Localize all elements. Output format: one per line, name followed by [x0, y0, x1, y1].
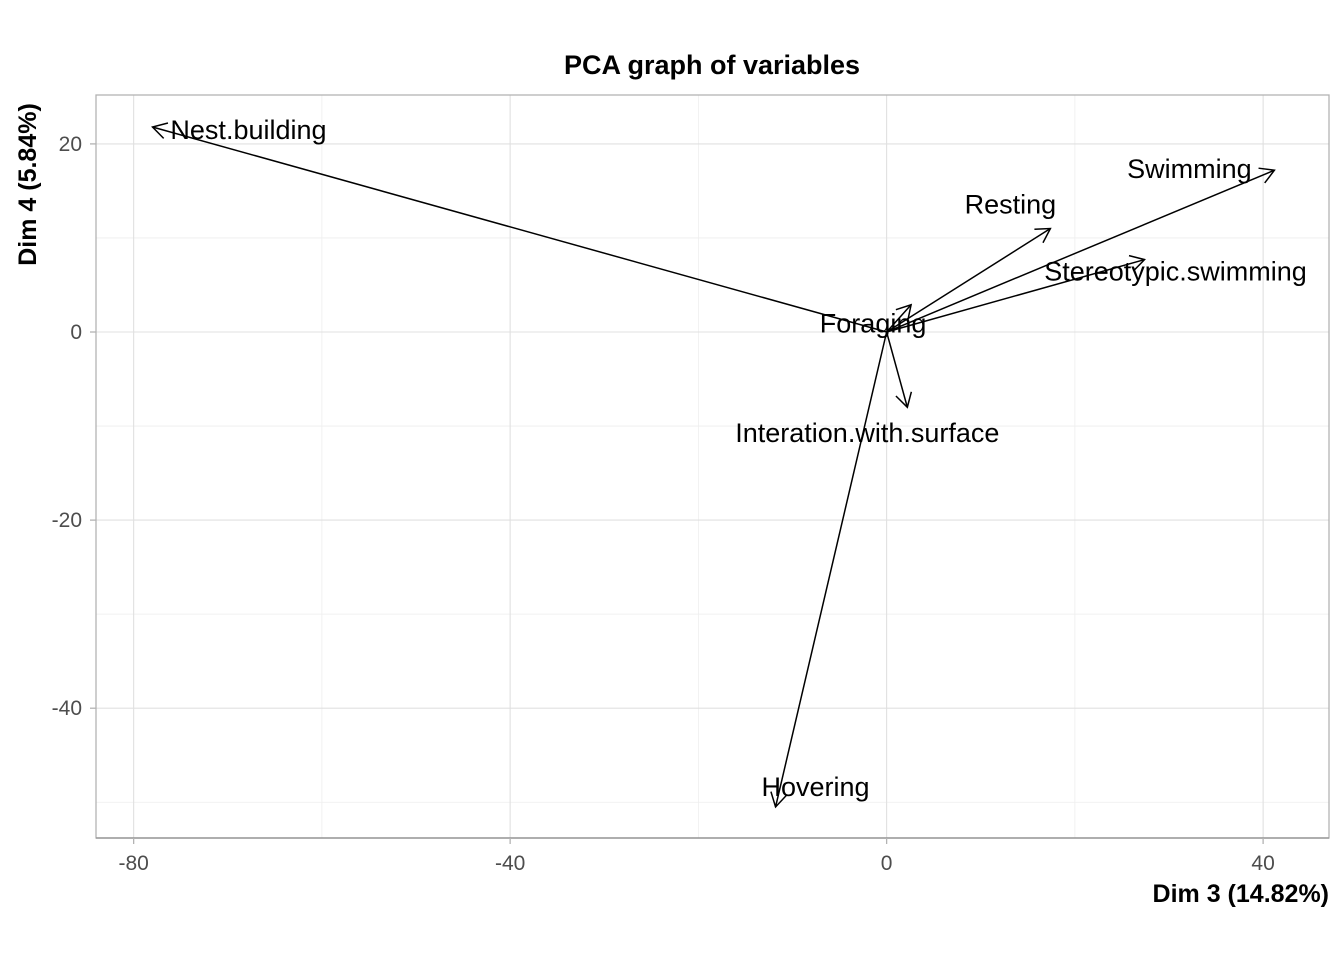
label-foraging: Foraging [820, 309, 927, 339]
x-tick-label: 0 [881, 852, 893, 875]
label-nest-building: Nest.building [170, 115, 326, 145]
y-tick-label: 0 [70, 321, 82, 344]
arrowhead-hovering [770, 791, 788, 809]
arrow-interation-with-surface [885, 331, 909, 408]
variable-arrows [151, 122, 1276, 809]
y-tick-label: -40 [52, 697, 82, 720]
arrowhead-foraging [895, 303, 913, 321]
chart-title: PCA graph of variables [564, 50, 860, 80]
y-tick-label: 20 [59, 133, 82, 156]
variable-labels: Nest.building Swimming Resting Stereotypic.… [170, 115, 1306, 802]
axes: -80 -40 0 40 -40 -20 0 20 [52, 133, 1329, 875]
arrow-stereotypic-swimming [886, 258, 1145, 333]
arrow-swimming [886, 169, 1275, 333]
arrowhead-resting [1034, 227, 1052, 244]
panel-border [95, 94, 1330, 839]
arrow-resting [886, 227, 1051, 333]
x-tick-label: -40 [495, 852, 525, 875]
arrow-nest-building [152, 126, 887, 333]
arrowhead-stereotypic-swimming [1128, 254, 1146, 272]
label-resting: Resting [965, 190, 1057, 220]
y-tick-label: -20 [52, 509, 82, 532]
label-interation-with-surface: Interation.with.surface [735, 418, 999, 448]
label-stereotypic-swimming: Stereotypic.swimming [1044, 257, 1307, 287]
grid [96, 95, 1329, 838]
arrowhead-nest-building [151, 122, 169, 139]
x-tick-label: 40 [1251, 852, 1274, 875]
label-hovering: Hovering [762, 772, 870, 802]
x-tick-label: -80 [118, 852, 148, 875]
label-swimming: Swimming [1127, 154, 1252, 184]
arrowhead-interation-with-surface [895, 391, 913, 409]
arrow-foraging [886, 304, 912, 333]
x-axis-title: Dim 3 (14.82%) [1153, 880, 1329, 908]
arrow-hovering [774, 331, 888, 808]
arrowhead-swimming [1258, 167, 1276, 184]
y-axis-title: Dim 4 (5.84%) [14, 103, 42, 266]
